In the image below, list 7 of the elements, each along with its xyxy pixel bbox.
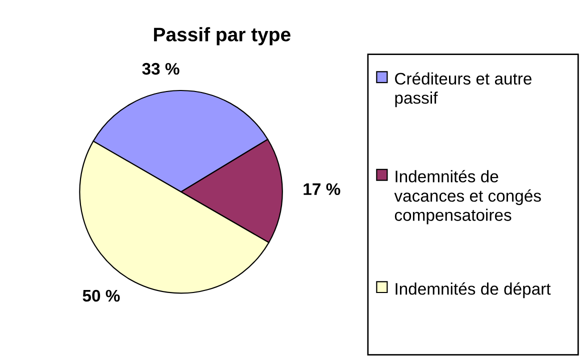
chart-title: Passif par type: [154, 27, 290, 46]
legend-label: Créditeurs et autre passif: [395, 72, 532, 108]
legend-label: Indemnités de vacances et congés compensatoires: [394, 170, 541, 224]
data-label: 33 %: [142, 62, 180, 75]
data-label: 50 %: [82, 290, 120, 302]
legend-label: Indemnités de départ: [396, 282, 551, 298]
data-label: 17 %: [304, 183, 340, 196]
